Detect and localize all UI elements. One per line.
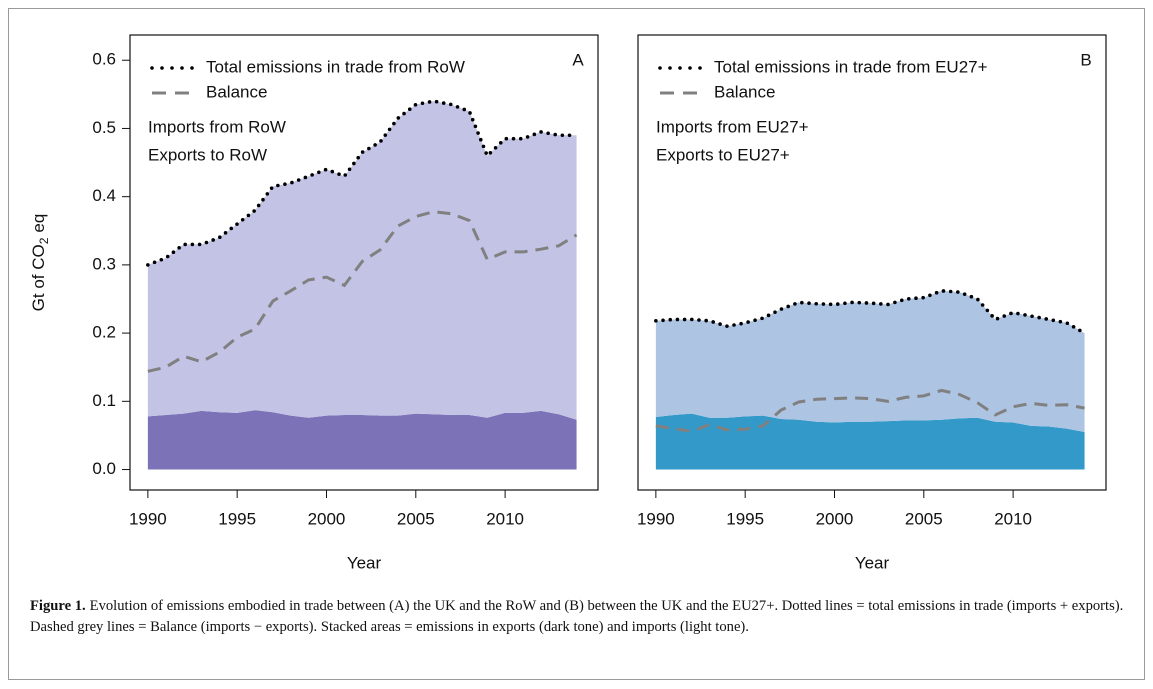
y-tick-label: 0.1 <box>92 391 116 410</box>
frame <box>8 8 1145 680</box>
x-tick-label: 2000 <box>816 509 854 528</box>
stacked-area <box>147 410 577 470</box>
x-axis-label: Year <box>855 553 890 572</box>
x-axis-label: Year <box>347 553 382 572</box>
y-tick-label: 0.6 <box>92 50 116 69</box>
plot-frame <box>637 34 1107 491</box>
x-tick-label: 2000 <box>308 509 346 528</box>
legend-label: Balance <box>206 82 267 101</box>
dashed-line <box>655 388 1085 433</box>
x-tick-label: 1995 <box>218 509 256 528</box>
x-tick-label: 2005 <box>397 509 435 528</box>
dashed-line <box>147 210 578 373</box>
legend-label: Total emissions in trade from RoW <box>206 57 465 76</box>
dotted-line <box>654 288 1087 335</box>
dotted-line <box>146 99 579 267</box>
stacked-area <box>655 413 1085 470</box>
y-axis-label: Gt of CO2 eq <box>29 214 51 312</box>
y-tick-label: 0.3 <box>92 254 116 273</box>
legend-label: Total emissions in trade from EU27+ <box>714 57 988 76</box>
area-label: Exports to EU27+ <box>656 145 790 164</box>
x-tick-label: 1990 <box>129 509 167 528</box>
area-label: Imports from RoW <box>148 117 286 136</box>
x-tick-label: 1995 <box>726 509 764 528</box>
stacked-area <box>655 290 1085 433</box>
plot-frame <box>129 34 599 491</box>
x-tick-label: 2005 <box>905 509 943 528</box>
area-label: Exports to RoW <box>148 145 267 164</box>
caption: Figure 1. Evolution of emissions embodied… <box>30 596 1125 638</box>
y-tick-label: 0.4 <box>92 186 116 205</box>
legend-label: Balance <box>714 82 775 101</box>
caption-label: Figure 1. <box>30 598 86 614</box>
y-tick-label: 0.2 <box>92 323 116 342</box>
area-label: Imports from EU27+ <box>656 117 809 136</box>
y-axis-label-part: 2 <box>37 237 51 244</box>
panel-label: A <box>572 50 584 69</box>
y-axis-label-part: Gt of CO <box>29 244 48 311</box>
y-tick-label: 0.5 <box>92 118 116 137</box>
caption-text: Evolution of emissions embodied in trade… <box>30 598 1124 635</box>
x-tick-label: 2010 <box>994 509 1032 528</box>
x-tick-label: 1990 <box>637 509 675 528</box>
y-tick-label: 0.0 <box>92 459 116 478</box>
y-axis-label-part: eq <box>29 214 48 233</box>
x-tick-label: 2010 <box>486 509 524 528</box>
panel-label: B <box>1080 50 1091 69</box>
